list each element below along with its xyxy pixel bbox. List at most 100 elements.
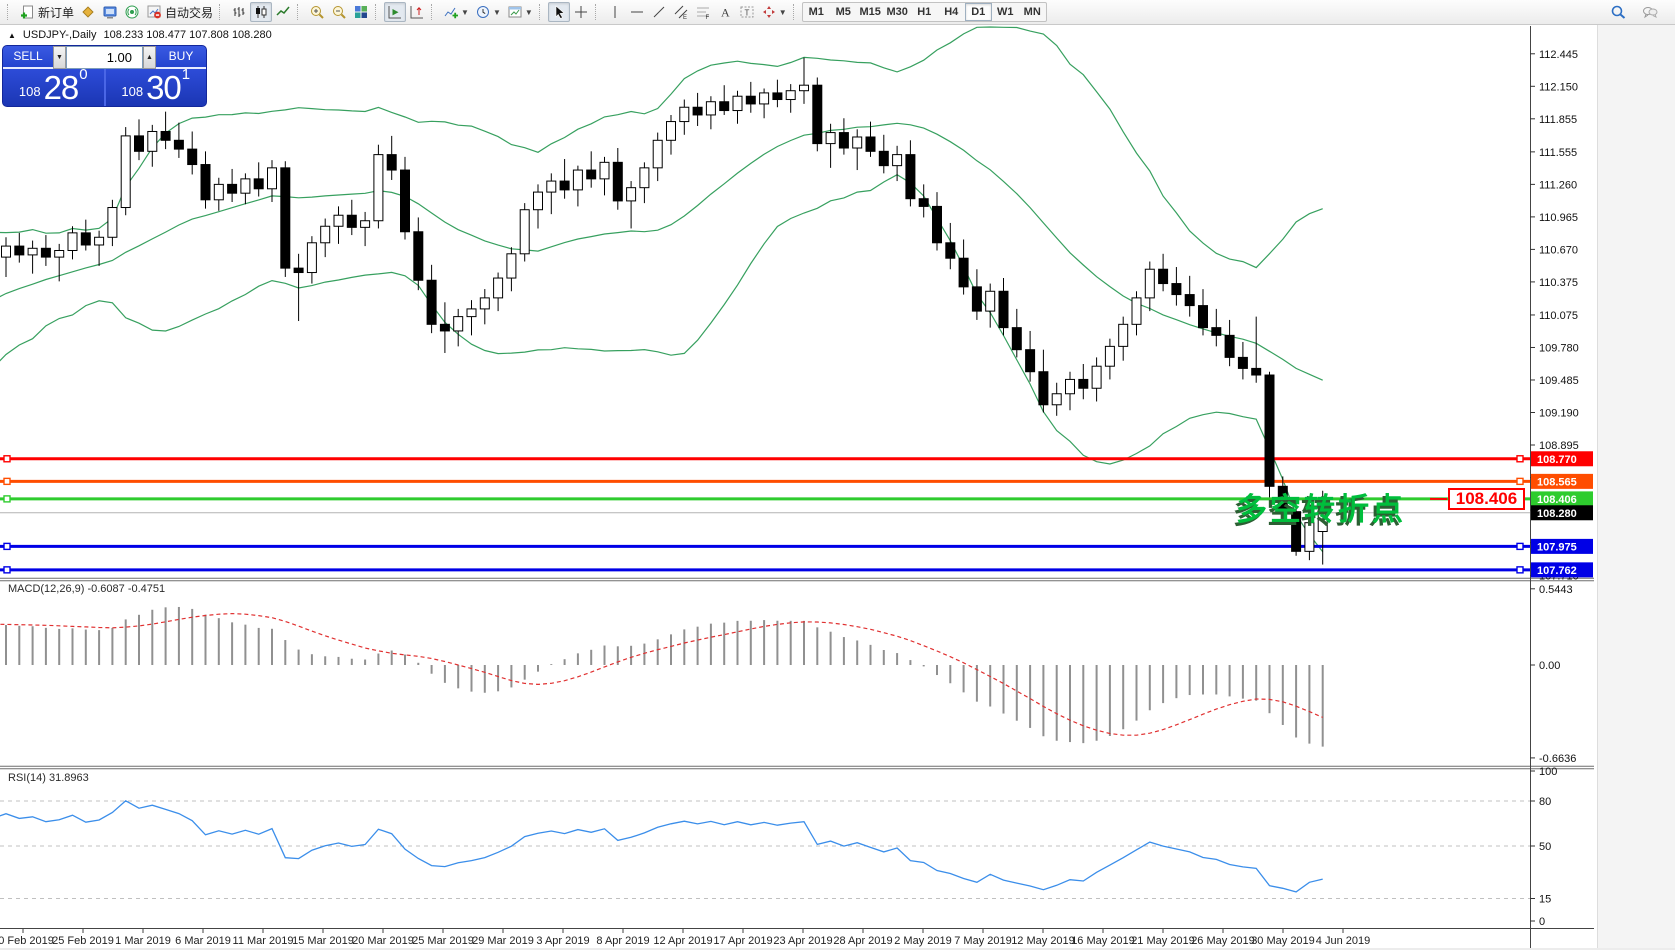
- svg-text:108.406: 108.406: [1537, 494, 1577, 506]
- indicators-icon: [443, 4, 459, 20]
- indicators-button[interactable]: ▼: [440, 2, 472, 22]
- svg-text:110.965: 110.965: [1539, 212, 1578, 224]
- right-margin: [1597, 25, 1675, 950]
- svg-text:25 Feb 2019: 25 Feb 2019: [52, 935, 114, 947]
- toolbar-grip: [297, 4, 302, 20]
- templates-button[interactable]: ▼: [504, 2, 536, 22]
- horizontal-line-icon: [629, 4, 645, 20]
- buy-price-pip: 1: [181, 66, 191, 83]
- new-order-button[interactable]: 新订单: [16, 2, 77, 22]
- svg-text:110.670: 110.670: [1539, 244, 1578, 256]
- tile-windows-icon: [353, 4, 369, 20]
- chevron-down-icon: ▼: [461, 7, 469, 17]
- svg-text:12 May 2019: 12 May 2019: [1011, 935, 1075, 947]
- rsi-levels: [0, 800, 1530, 899]
- svg-text:107.975: 107.975: [1537, 541, 1577, 553]
- toolbar-grip: [538, 4, 544, 20]
- sell-button[interactable]: SELL: [3, 46, 53, 69]
- tile-windows-button[interactable]: [350, 2, 372, 22]
- timeframe-h4-button[interactable]: H4: [944, 6, 959, 18]
- text-button[interactable]: A: [714, 2, 736, 22]
- search-button[interactable]: [1607, 2, 1629, 22]
- price-flag[interactable]: 108.406: [1448, 488, 1525, 510]
- macd-label: MACD(12,26,9) -0.6087 -0.4751: [8, 583, 166, 595]
- buy-price[interactable]: 108 30 1: [105, 66, 206, 106]
- timeframe-w1-button[interactable]: W1: [996, 6, 1014, 18]
- crosshair-button[interactable]: [570, 2, 592, 22]
- volume-decrease-button[interactable]: ▼: [53, 46, 66, 69]
- timeframe-m15-button[interactable]: M15: [859, 6, 881, 18]
- svg-text:F: F: [705, 15, 709, 20]
- chevron-down-icon: ▼: [778, 7, 787, 17]
- svg-text:112.150: 112.150: [1539, 81, 1578, 93]
- bar-chart-button[interactable]: [228, 2, 250, 22]
- timeframe-m1-button[interactable]: M1: [808, 6, 824, 18]
- zoom-out-button[interactable]: [328, 2, 350, 22]
- svg-text:4 Jun 2019: 4 Jun 2019: [1316, 935, 1370, 947]
- zoom-in-icon: [309, 4, 325, 20]
- text-label-button[interactable]: T: [736, 2, 758, 22]
- equidistant-channel-button[interactable]: E: [670, 2, 692, 22]
- buy-price-prefix: 108: [121, 84, 144, 99]
- auto-scroll-button[interactable]: [384, 2, 407, 22]
- ohlc-values: 108.233 108.477 107.808 108.280: [103, 29, 272, 41]
- rsi-indicator: [0, 800, 1323, 893]
- chart-shift-button[interactable]: [406, 2, 428, 22]
- periods-button[interactable]: ▼: [472, 2, 504, 22]
- metaeditor-button[interactable]: [77, 2, 99, 22]
- volume-increase-button[interactable]: ▲: [143, 46, 156, 69]
- timeframe-m30-button[interactable]: M30: [886, 6, 908, 18]
- fibonacci-button[interactable]: F: [692, 2, 714, 22]
- vertical-line-icon: [607, 4, 623, 20]
- fibonacci-icon: F: [695, 4, 711, 20]
- sell-price[interactable]: 108 28 0: [3, 66, 104, 106]
- svg-text:25 Mar 2019: 25 Mar 2019: [412, 935, 474, 947]
- svg-text:15 Mar 2019: 15 Mar 2019: [292, 935, 354, 947]
- svg-text:12 Apr 2019: 12 Apr 2019: [653, 935, 712, 947]
- svg-text:100: 100: [1539, 766, 1557, 778]
- vertical-line-button[interactable]: [604, 2, 626, 22]
- svg-text:20 Mar 2019: 20 Mar 2019: [352, 935, 414, 947]
- autotrading-button[interactable]: 自动交易: [143, 2, 216, 22]
- toolbar: 新订单 自动交易 ▼ ▼ ▼ E F A T ▼ M1 M5 M15 M30 H1 H4 D1 W1 MN: [0, 0, 1675, 25]
- svg-text:17 Apr 2019: 17 Apr 2019: [713, 935, 772, 947]
- signals-button[interactable]: [121, 2, 143, 22]
- line-chart-button[interactable]: [272, 2, 294, 22]
- svg-text:50: 50: [1539, 841, 1551, 853]
- svg-text:108.895: 108.895: [1539, 440, 1579, 452]
- bar-chart-icon: [231, 4, 247, 20]
- toolbar-grip: [7, 4, 12, 20]
- line-chart-icon: [275, 4, 291, 20]
- chart-shift-icon: [409, 4, 425, 20]
- zoom-in-button[interactable]: [306, 2, 328, 22]
- sell-price-prefix: 108: [18, 84, 41, 99]
- timeframe-h1-button[interactable]: H1: [917, 6, 932, 18]
- collapse-icon[interactable]: ▲: [8, 30, 16, 40]
- virtual-hosting-button[interactable]: [99, 2, 121, 22]
- buy-button[interactable]: BUY: [156, 46, 206, 69]
- chat-button[interactable]: [1639, 2, 1661, 22]
- svg-text:T: T: [744, 9, 749, 18]
- timeframe-d1-button[interactable]: D1: [964, 3, 992, 21]
- timeframe-m5-button[interactable]: M5: [835, 6, 851, 18]
- svg-text:1 Mar 2019: 1 Mar 2019: [115, 935, 171, 947]
- cursor-button[interactable]: [547, 2, 570, 22]
- new-order-icon: [19, 4, 35, 20]
- timeframe-mn-button[interactable]: MN: [1023, 6, 1041, 18]
- volume-input[interactable]: 1.00: [66, 46, 143, 69]
- candlestick-chart-button[interactable]: [250, 2, 273, 22]
- virtual-hosting-icon: [102, 4, 118, 20]
- annotation-text[interactable]: 多空转折点: [1236, 492, 1406, 527]
- svg-text:112.445: 112.445: [1539, 49, 1578, 61]
- arrows-button[interactable]: ▼: [758, 2, 790, 22]
- svg-text:A: A: [721, 6, 730, 20]
- trendline-button[interactable]: [648, 2, 670, 22]
- horizontal-line-button[interactable]: [626, 2, 648, 22]
- horizontal-level-lines[interactable]: [0, 455, 1530, 574]
- svg-text:21 May 2019: 21 May 2019: [1131, 935, 1195, 947]
- svg-text:-0.6636: -0.6636: [1539, 753, 1576, 765]
- macd-indicator: [0, 606, 1324, 747]
